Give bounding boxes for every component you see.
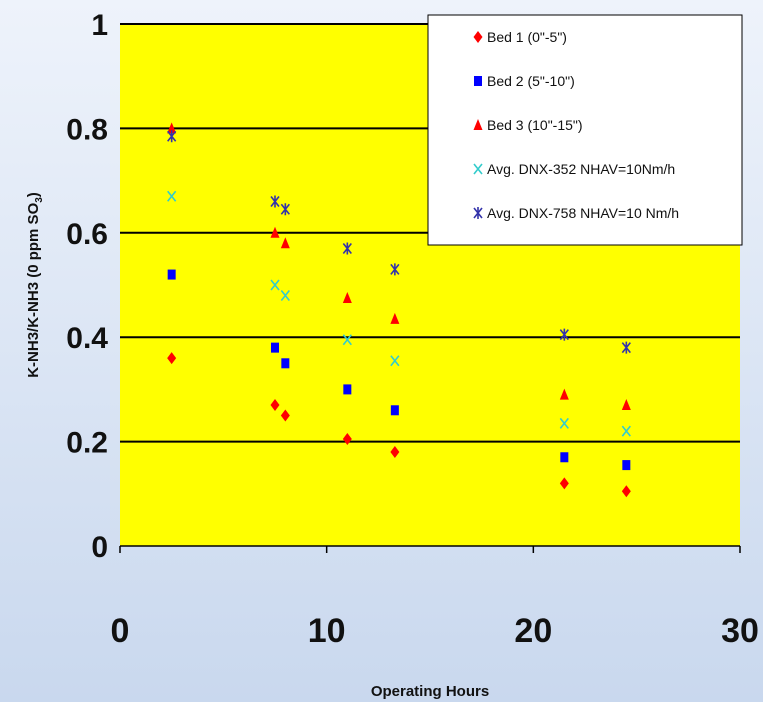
legend-label: Bed 3 (10"-15") xyxy=(487,117,583,133)
y-axis-title: K-NH3/K-NH3 (0 ppm SO3) xyxy=(25,192,45,378)
legend-marker xyxy=(473,31,483,43)
x-tick-label: 0 xyxy=(111,612,130,650)
data-point xyxy=(280,237,290,249)
y-tick-label: 0 xyxy=(91,531,108,564)
data-point xyxy=(559,477,569,490)
data-point xyxy=(270,279,280,291)
data-point xyxy=(621,399,631,411)
legend-label: Avg. DNX-758 NHAV=10 Nm/h xyxy=(487,205,679,221)
y-axis-title-main: K-NH3/K-NH3 (0 ppm SO xyxy=(25,202,42,377)
data-point xyxy=(280,203,290,216)
data-point xyxy=(342,242,352,255)
data-point xyxy=(270,226,280,238)
data-point xyxy=(342,292,352,304)
y-tick-label: 0.2 xyxy=(66,427,108,460)
y-axis-title-close: ) xyxy=(25,192,42,197)
data-point xyxy=(621,485,631,498)
legend-item: Avg. DNX-352 NHAV=10Nm/h xyxy=(473,161,675,177)
data-point xyxy=(342,334,352,346)
data-point xyxy=(281,358,290,369)
x-tick-label: 10 xyxy=(308,612,346,650)
data-point xyxy=(621,425,631,437)
legend-marker xyxy=(473,207,483,219)
data-point xyxy=(280,409,290,422)
data-point xyxy=(270,195,280,208)
series-5 xyxy=(167,130,631,354)
x-axis-title: Operating Hours xyxy=(371,683,489,700)
y-tick-label: 1 xyxy=(91,9,108,42)
data-point xyxy=(167,122,177,134)
legend-label: Avg. DNX-352 NHAV=10Nm/h xyxy=(487,161,675,177)
data-point xyxy=(270,399,280,412)
data-point xyxy=(390,446,400,459)
legend-label: Bed 1 (0"-5") xyxy=(487,29,567,45)
series-2 xyxy=(167,269,631,471)
data-point xyxy=(167,190,177,202)
data-point xyxy=(390,355,400,367)
legend-item: Avg. DNX-758 NHAV=10 Nm/h xyxy=(473,205,679,221)
data-point xyxy=(343,384,352,395)
data-point xyxy=(390,263,400,276)
data-point xyxy=(390,312,400,324)
data-point xyxy=(167,130,177,143)
legend-label: Bed 2 (5"-10") xyxy=(487,73,575,89)
x-axis-ticks: 0 10 20 30 xyxy=(111,546,759,650)
data-point xyxy=(167,269,176,280)
data-point xyxy=(390,405,399,416)
data-point xyxy=(559,388,569,400)
data-point xyxy=(559,417,569,429)
data-point xyxy=(280,289,290,301)
data-point xyxy=(621,341,631,354)
y-axis-title-subscript: 3 xyxy=(34,197,45,203)
x-tick-label: 30 xyxy=(721,612,759,650)
y-tick-label: 0.8 xyxy=(66,113,108,146)
data-point xyxy=(559,328,569,341)
series-3 xyxy=(167,122,631,411)
data-point xyxy=(622,460,631,471)
legend-marker xyxy=(473,119,483,130)
y-tick-label: 0.6 xyxy=(66,218,108,251)
series-1 xyxy=(167,352,631,498)
data-point xyxy=(271,342,279,353)
data-point xyxy=(560,452,569,463)
data-series xyxy=(167,122,631,498)
legend-marker xyxy=(473,163,483,175)
y-axis-ticks: 0 0.2 0.4 0.6 0.8 1 xyxy=(66,9,108,564)
legend-item: Bed 1 (0"-5") xyxy=(473,29,567,45)
y-tick-label: 0.4 xyxy=(66,322,108,355)
legend-item: Bed 2 (5"-10") xyxy=(474,73,575,89)
x-tick-label: 20 xyxy=(514,612,552,650)
series-4 xyxy=(167,190,631,437)
legend-item: Bed 3 (10"-15") xyxy=(473,117,583,133)
legend: Bed 1 (0"-5") Bed 2 (5"-10") Bed 3 (10"-15… xyxy=(427,14,743,246)
data-point xyxy=(342,432,352,445)
legend-marker xyxy=(474,76,482,86)
data-point xyxy=(167,352,177,365)
